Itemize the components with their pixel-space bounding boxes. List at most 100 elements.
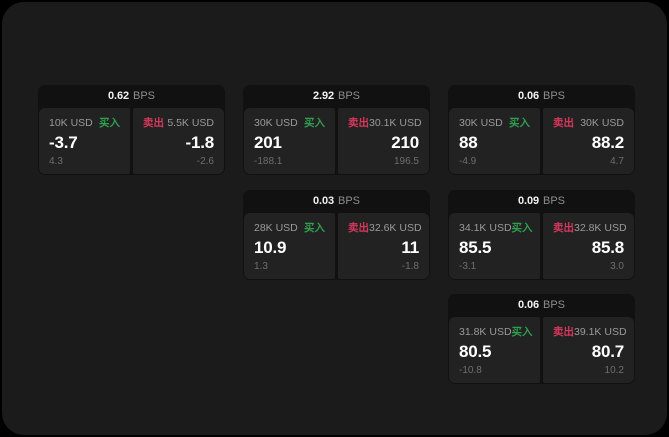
quote-card[interactable]: 0.03 BPS 28K USD 买入 10.9 1.3 卖出 32.6K US… bbox=[243, 190, 430, 280]
buy-top-row: 30K USD 买入 bbox=[254, 117, 325, 129]
sell-size: 5.5K USD bbox=[167, 117, 214, 129]
buy-panel[interactable]: 30K USD 买入 201 -188.1 bbox=[244, 108, 335, 174]
bps-unit: BPS bbox=[543, 90, 566, 102]
sell-price: 11 bbox=[401, 238, 419, 257]
card-body: 30K USD 买入 201 -188.1 卖出 30.1K USD 210 1… bbox=[243, 108, 430, 175]
buy-size: 34.1K USD bbox=[459, 222, 512, 234]
sell-price: -1.8 bbox=[185, 133, 215, 152]
quote-card[interactable]: 0.06 BPS 31.8K USD 买入 80.5 -10.8 卖出 39.1… bbox=[448, 294, 635, 384]
sell-panel[interactable]: 卖出 30.1K USD 210 196.5 bbox=[338, 108, 429, 174]
sell-panel[interactable]: 卖出 32.6K USD 11 -1.8 bbox=[338, 213, 429, 279]
buy-tag: 买入 bbox=[511, 326, 533, 338]
buy-top-row: 10K USD 买入 bbox=[49, 117, 120, 129]
buy-sub: -10.8 bbox=[459, 365, 482, 376]
sell-tag: 卖出 bbox=[348, 117, 369, 129]
card-body: 31.8K USD 买入 80.5 -10.8 卖出 39.1K USD 80.… bbox=[448, 317, 635, 384]
buy-top-row: 28K USD 买入 bbox=[254, 222, 325, 234]
sell-sub: -1.8 bbox=[401, 261, 419, 272]
sell-tag: 卖出 bbox=[553, 117, 574, 129]
sell-panel[interactable]: 卖出 5.5K USD -1.8 -2.6 bbox=[133, 108, 224, 174]
buy-tag: 买入 bbox=[509, 117, 530, 129]
buy-panel[interactable]: 10K USD 买入 -3.7 4.3 bbox=[39, 108, 130, 174]
sell-sub: 3.0 bbox=[610, 261, 624, 272]
buy-size: 30K USD bbox=[254, 117, 298, 129]
sell-sub: 4.7 bbox=[610, 156, 624, 167]
sell-top-row: 卖出 5.5K USD bbox=[143, 117, 214, 129]
quote-card[interactable]: 2.92 BPS 30K USD 买入 201 -188.1 卖出 30.1K … bbox=[243, 85, 430, 175]
card-header: 0.06 BPS bbox=[448, 294, 635, 317]
bps-unit: BPS bbox=[543, 299, 566, 311]
buy-size: 28K USD bbox=[254, 222, 298, 234]
buy-price: 88 bbox=[459, 133, 478, 152]
bps-value: 0.03 bbox=[312, 195, 334, 207]
sell-size: 39.1K USD bbox=[574, 326, 627, 338]
buy-panel[interactable]: 28K USD 买入 10.9 1.3 bbox=[244, 213, 335, 279]
sell-size: 30K USD bbox=[580, 117, 624, 129]
sell-top-row: 卖出 39.1K USD bbox=[553, 326, 627, 338]
buy-panel[interactable]: 34.1K USD 买入 85.5 -3.1 bbox=[449, 213, 540, 279]
card-header: 0.06 BPS bbox=[448, 85, 635, 108]
card-body: 10K USD 买入 -3.7 4.3 卖出 5.5K USD -1.8 -2.… bbox=[38, 108, 225, 175]
buy-sub: 4.3 bbox=[49, 156, 63, 167]
buy-top-row: 31.8K USD 买入 bbox=[459, 326, 533, 338]
buy-sub: -3.1 bbox=[459, 261, 477, 272]
buy-size: 30K USD bbox=[459, 117, 503, 129]
buy-sub: -4.9 bbox=[459, 156, 477, 167]
sell-top-row: 卖出 30K USD bbox=[553, 117, 624, 129]
buy-top-row: 34.1K USD 买入 bbox=[459, 222, 533, 234]
buy-panel[interactable]: 30K USD 买入 88 -4.9 bbox=[449, 108, 540, 174]
sell-panel[interactable]: 卖出 32.8K USD 85.8 3.0 bbox=[543, 213, 634, 279]
bps-value: 0.62 bbox=[107, 90, 129, 102]
bps-value: 0.06 bbox=[517, 299, 539, 311]
sell-size: 32.8K USD bbox=[574, 222, 627, 234]
sell-size: 30.1K USD bbox=[369, 117, 422, 129]
sell-top-row: 卖出 30.1K USD bbox=[348, 117, 422, 129]
sell-sub: 10.2 bbox=[604, 365, 624, 376]
quote-card[interactable]: 0.06 BPS 30K USD 买入 88 -4.9 卖出 30K USD bbox=[448, 85, 635, 175]
card-header: 0.03 BPS bbox=[243, 190, 430, 213]
bps-unit: BPS bbox=[338, 90, 361, 102]
card-body: 30K USD 买入 88 -4.9 卖出 30K USD 88.2 4.7 bbox=[448, 108, 635, 175]
buy-tag: 买入 bbox=[511, 222, 533, 234]
sell-sub: -2.6 bbox=[196, 156, 214, 167]
sell-price: 80.7 bbox=[591, 342, 624, 361]
sell-price: 85.8 bbox=[591, 238, 624, 257]
buy-tag: 买入 bbox=[99, 117, 120, 129]
sell-top-row: 卖出 32.8K USD bbox=[553, 222, 627, 234]
bps-value: 0.09 bbox=[517, 195, 539, 207]
buy-price: 201 bbox=[254, 133, 282, 152]
bps-value: 0.06 bbox=[517, 90, 539, 102]
buy-size: 31.8K USD bbox=[459, 326, 512, 338]
quote-card[interactable]: 0.62 BPS 10K USD 买入 -3.7 4.3 卖出 5.5K USD bbox=[38, 85, 225, 175]
sell-tag: 卖出 bbox=[143, 117, 164, 129]
buy-panel[interactable]: 31.8K USD 买入 80.5 -10.8 bbox=[449, 317, 540, 383]
quote-card[interactable]: 0.09 BPS 34.1K USD 买入 85.5 -3.1 卖出 32.8K… bbox=[448, 190, 635, 280]
sell-panel[interactable]: 卖出 39.1K USD 80.7 10.2 bbox=[543, 317, 634, 383]
buy-price: -3.7 bbox=[49, 133, 78, 152]
bps-unit: BPS bbox=[338, 195, 361, 207]
buy-sub: 1.3 bbox=[254, 261, 268, 272]
card-header: 2.92 BPS bbox=[243, 85, 430, 108]
buy-price: 85.5 bbox=[459, 238, 492, 257]
bps-unit: BPS bbox=[543, 195, 566, 207]
buy-price: 80.5 bbox=[459, 342, 492, 361]
buy-tag: 买入 bbox=[304, 222, 325, 234]
sell-tag: 卖出 bbox=[553, 222, 574, 234]
buy-size: 10K USD bbox=[49, 117, 93, 129]
buy-tag: 买入 bbox=[304, 117, 325, 129]
buy-price: 10.9 bbox=[254, 238, 287, 257]
card-header: 0.62 BPS bbox=[38, 85, 225, 108]
sell-price: 210 bbox=[391, 133, 419, 152]
buy-top-row: 30K USD 买入 bbox=[459, 117, 530, 129]
card-body: 34.1K USD 买入 85.5 -3.1 卖出 32.8K USD 85.8… bbox=[448, 213, 635, 280]
sell-tag: 卖出 bbox=[553, 326, 574, 338]
sell-price: 88.2 bbox=[591, 133, 624, 152]
sell-panel[interactable]: 卖出 30K USD 88.2 4.7 bbox=[543, 108, 634, 174]
sell-sub: 196.5 bbox=[393, 156, 419, 167]
sell-tag: 卖出 bbox=[348, 222, 369, 234]
bps-unit: BPS bbox=[133, 90, 156, 102]
sell-size: 32.6K USD bbox=[369, 222, 422, 234]
card-body: 28K USD 买入 10.9 1.3 卖出 32.6K USD 11 -1.8 bbox=[243, 213, 430, 280]
